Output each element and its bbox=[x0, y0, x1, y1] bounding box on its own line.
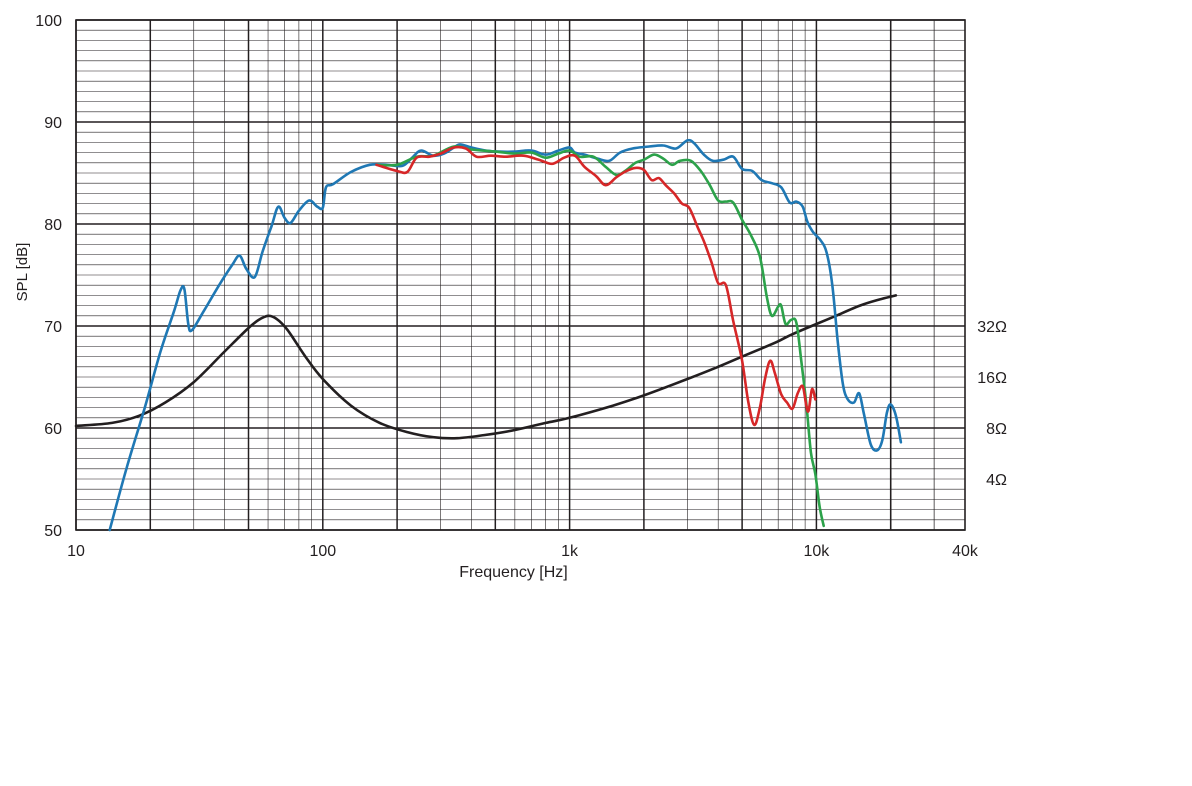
series-line-1 bbox=[375, 145, 825, 528]
y-tick-label: 70 bbox=[44, 319, 62, 336]
x-tick-label: 40k bbox=[952, 543, 979, 560]
y-tick-label: 80 bbox=[44, 217, 62, 234]
y-tick-label: 60 bbox=[44, 421, 62, 438]
x-tick-label: 100 bbox=[309, 543, 336, 560]
impedance-tick-label: 8Ω bbox=[986, 421, 1007, 438]
y-axis-label: SPL [dB] bbox=[14, 243, 31, 302]
y-tick-label: 100 bbox=[35, 13, 62, 30]
impedance-tick-label: 32Ω bbox=[977, 319, 1007, 336]
x-tick-label: 10 bbox=[67, 543, 85, 560]
impedance-tick-label: 4Ω bbox=[986, 472, 1007, 489]
plot-frame bbox=[75, 19, 966, 531]
y-tick-label: 90 bbox=[44, 115, 62, 132]
series-layer bbox=[74, 138, 903, 532]
x-axis-label: Frequency [Hz] bbox=[459, 564, 567, 581]
series-line-3 bbox=[74, 294, 898, 440]
x-tick-label: 1k bbox=[561, 543, 579, 560]
x-tick-labels: 10 100 1k 10k 40k bbox=[67, 543, 979, 560]
series-line-2 bbox=[375, 145, 817, 427]
y-tick-labels: 50 60 70 80 90 100 bbox=[35, 13, 62, 540]
x-tick-label: 10k bbox=[804, 543, 831, 560]
series-line-0 bbox=[108, 138, 903, 532]
impedance-tick-label: 16Ω bbox=[977, 370, 1007, 387]
impedance-tick-labels: 32Ω 16Ω 8Ω 4Ω bbox=[977, 319, 1007, 489]
y-tick-label: 50 bbox=[44, 523, 62, 540]
